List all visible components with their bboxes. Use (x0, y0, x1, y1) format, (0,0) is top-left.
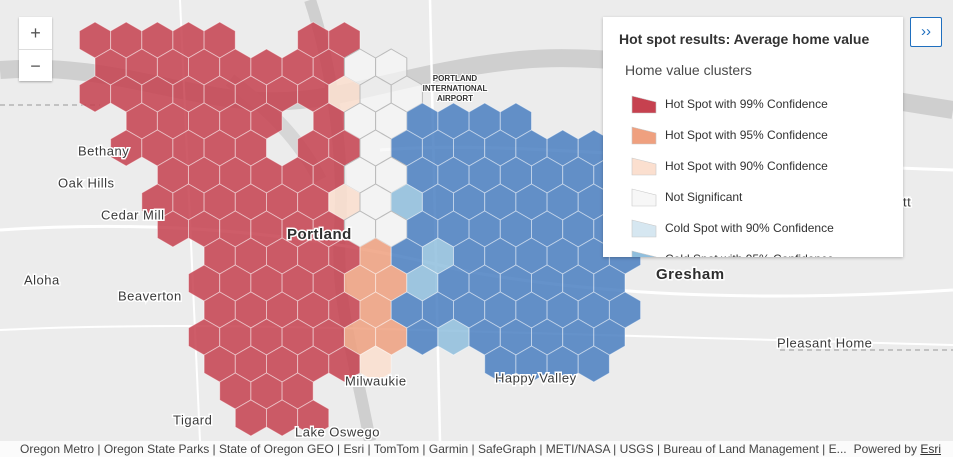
legend-item: Cold Spot with 95% Confidence (631, 243, 903, 257)
swatch-shape (631, 219, 657, 237)
hex-cell (297, 399, 330, 437)
zoom-in-button[interactable]: + (19, 17, 52, 50)
legend-swatch (631, 126, 657, 144)
attribution-bar: Oregon Metro | Oregon State Parks | Stat… (0, 441, 953, 457)
zoom-out-button[interactable]: − (30, 56, 41, 76)
legend-items: Hot Spot with 99% Confidence Hot Spot wit… (603, 88, 903, 257)
place-label: Tigard (173, 412, 212, 427)
map-canvas: Bethany Oak Hills Cedar Mill Portland Aloha B… (0, 0, 953, 441)
place-label: Gresham (656, 266, 725, 283)
legend-title: Hot spot results: Average home value (619, 31, 870, 47)
airport-label: AIRPORT (437, 94, 473, 103)
place-label: Beaverton (118, 288, 182, 303)
legend-label: Cold Spot with 90% Confidence (665, 220, 834, 235)
swatch-shape (631, 95, 657, 113)
place-label: Happy Valley (495, 370, 577, 385)
place-label: Oak Hills (58, 175, 115, 190)
attribution-text: Oregon Metro | Oregon State Parks | Stat… (20, 442, 847, 456)
zoom-control: + − (19, 17, 52, 81)
hex-cell (359, 345, 392, 383)
legend-label: Not Significant (665, 189, 743, 204)
place-labels: Bethany Oak Hills Cedar Mill Portland Aloha B… (23, 73, 913, 441)
swatch-shape (631, 250, 657, 257)
place-label: Pleasant Home (777, 335, 872, 350)
esri-link[interactable]: Esri (920, 442, 941, 456)
place-label: Bethany (78, 143, 129, 158)
swatch-shape (631, 157, 657, 175)
legend-label: Hot Spot with 95% Confidence (665, 127, 828, 142)
place-label: Cedar Mill (101, 207, 165, 222)
legend-label: Hot Spot with 99% Confidence (665, 96, 828, 111)
legend-swatch (631, 95, 657, 113)
place-label: Lake Oswego (295, 424, 380, 439)
legend-item: Cold Spot with 90% Confidence (631, 212, 903, 243)
swatch-shape (631, 126, 657, 144)
place-label: tt (903, 194, 911, 209)
legend-panel: Hot spot results: Average home value Hom… (603, 17, 903, 257)
hex-layer (78, 21, 642, 437)
legend-item: Hot Spot with 95% Confidence (631, 119, 903, 150)
powered-by-text: Powered by (853, 442, 917, 456)
hex-cell (577, 345, 610, 383)
legend-item: Not Significant (631, 181, 903, 212)
place-label: Aloha (24, 272, 60, 287)
airport-label: INTERNATIONAL (423, 84, 488, 93)
powered-by: Powered by Esri (854, 441, 941, 457)
swatch-shape (631, 188, 657, 206)
legend-subtitle: Home value clusters (625, 62, 752, 78)
legend-swatch (631, 250, 657, 257)
place-label: Portland (287, 226, 352, 243)
legend-item: Hot Spot with 99% Confidence (631, 88, 903, 119)
legend-swatch (631, 157, 657, 175)
legend-swatch (631, 188, 657, 206)
place-label: Milwaukie (345, 373, 407, 388)
legend-label: Cold Spot with 95% Confidence (665, 252, 834, 258)
legend-label: Hot Spot with 90% Confidence (665, 158, 828, 173)
legend-item: Hot Spot with 90% Confidence (631, 150, 903, 181)
airport-label: PORTLAND (433, 74, 478, 83)
legend-swatch (631, 219, 657, 237)
expand-button[interactable]: ›› (910, 17, 942, 47)
